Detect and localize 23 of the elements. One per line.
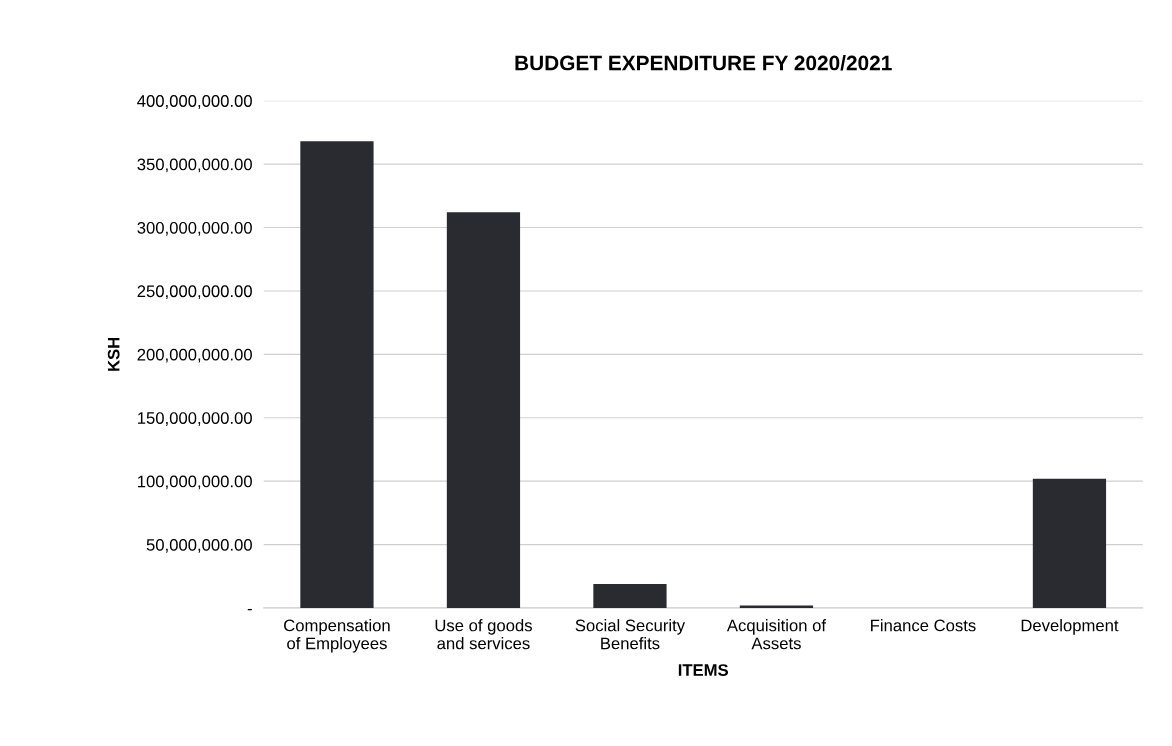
y-tick-label: 250,000,000.00 (137, 285, 252, 300)
x-tick-label: Development (1021, 619, 1119, 635)
bar (593, 583, 667, 608)
y-tick-label: 200,000,000.00 (137, 348, 252, 363)
y-tick-label: - (247, 608, 252, 611)
y-tick-label: 300,000,000.00 (137, 221, 252, 236)
x-tick-label: Social Security Benefits (575, 619, 686, 650)
y-axis-title: KSH (107, 337, 120, 371)
y-tick-label: 150,000,000.00 (138, 412, 252, 426)
y-tick-label: 50,000,000.00 (146, 538, 252, 553)
bar (446, 212, 521, 608)
y-tick-label: 350,000,000.00 (137, 158, 252, 173)
y-tick-label: 100,000,000.00 (138, 475, 252, 490)
bar (300, 141, 374, 608)
x-tick-label: Acquisition of Assets (726, 619, 827, 650)
y-tick-label: 400,000,000.00 (137, 95, 252, 109)
bar (1032, 478, 1107, 608)
x-axis-title: ITEMS (678, 664, 729, 676)
bar (739, 605, 814, 608)
chart-title: BUDGET EXPENDITURE FY 2020/2021 (515, 55, 892, 71)
x-tick-label: Finance Costs (871, 619, 976, 632)
x-tick-label: Compensation of Employees (284, 619, 390, 653)
x-tick-label: Use of goods and services (435, 619, 532, 650)
